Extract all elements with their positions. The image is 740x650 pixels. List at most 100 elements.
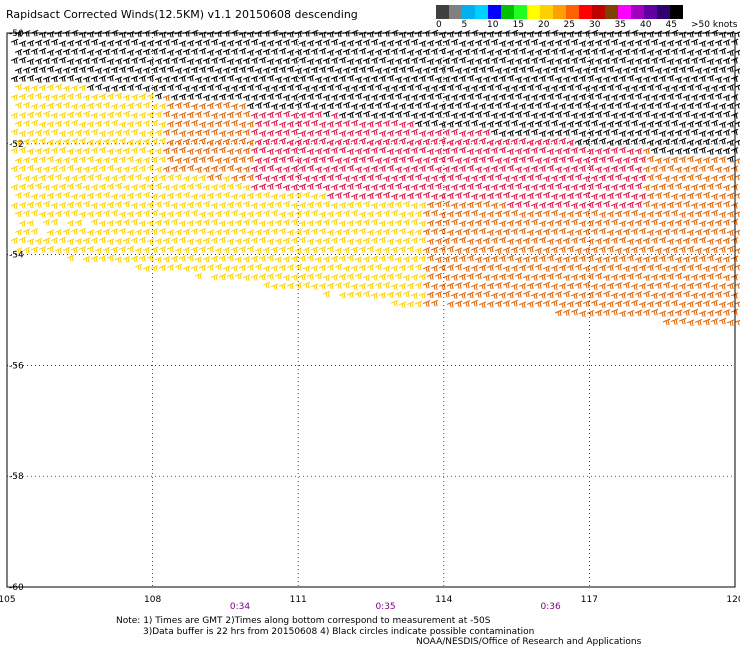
wind-barb: [370, 237, 379, 244]
wind-barb: [626, 183, 635, 190]
wind-barb: [502, 281, 511, 289]
wind-barb: [82, 94, 91, 101]
wind-barb: [218, 273, 227, 281]
wind-barb: [354, 166, 363, 173]
wind-barb: [370, 38, 379, 46]
wind-barb: [50, 112, 59, 119]
wind-barb: [642, 57, 651, 65]
wind-barb: [338, 236, 347, 244]
wind-barb: [531, 309, 538, 315]
wind-barb: [534, 192, 543, 199]
wind-barb: [642, 165, 651, 173]
wind-barb: [510, 246, 519, 254]
wind-barb: [270, 246, 279, 254]
wind-barb: [338, 75, 347, 82]
wind-barb: [690, 292, 699, 299]
wind-barb: [626, 238, 635, 245]
wind-barb: [178, 201, 187, 209]
wind-barb: [614, 263, 623, 271]
wind-barb: [350, 174, 359, 182]
wind-barb: [438, 84, 447, 92]
wind-barb: [362, 75, 371, 83]
wind-barb: [374, 48, 383, 56]
wind-barb: [298, 165, 307, 172]
wind-barb: [422, 281, 431, 289]
scale-swatch: [462, 5, 475, 19]
wind-barb: [398, 121, 407, 128]
wind-barb: [198, 227, 207, 235]
wind-barb: [362, 57, 371, 65]
scale-label: 15: [512, 20, 524, 30]
wind-barb: [574, 173, 583, 181]
wind-barb: [70, 119, 79, 127]
wind-barb: [42, 57, 51, 65]
wind-barb: [558, 264, 567, 272]
wind-barb: [326, 192, 335, 200]
wind-barb: [366, 49, 375, 56]
wind-barb: [530, 38, 539, 46]
wind-barb: [410, 237, 419, 244]
wind-barb: [194, 256, 203, 263]
wind-barb: [718, 282, 727, 290]
wind-barb: [22, 66, 31, 74]
wind-barb: [390, 264, 399, 272]
wind-barb: [62, 191, 71, 199]
wind-barb: [214, 67, 223, 74]
wind-barb: [442, 94, 451, 101]
wind-barb: [230, 138, 239, 145]
wind-barb: [106, 219, 115, 227]
wind-barb: [522, 255, 531, 263]
wind-barb: [410, 255, 419, 263]
wind-barb: [662, 281, 671, 289]
wind-barb: [679, 337, 686, 343]
wind-barb: [690, 308, 699, 316]
wind-barb: [686, 245, 695, 253]
wind-barb: [62, 138, 71, 146]
wind-barb: [547, 310, 554, 316]
wind-barb: [282, 94, 291, 101]
wind-barb: [582, 85, 591, 92]
wind-barb: [474, 237, 483, 245]
wind-barb: [602, 290, 611, 298]
wind-barb: [570, 308, 579, 316]
wind-barb: [622, 156, 631, 164]
wind-barb: [442, 165, 451, 173]
wind-barb: [338, 146, 347, 154]
wind-barb: [394, 219, 403, 227]
wind-barb: [22, 138, 31, 146]
wind-barb: [434, 129, 443, 137]
wind-barb: [314, 111, 323, 118]
wind-barb: [618, 75, 627, 82]
wind-barb: [194, 92, 203, 100]
wind-barb: [190, 264, 199, 272]
wind-barb: [298, 75, 307, 82]
wind-barb: [514, 92, 523, 100]
wind-barb: [526, 120, 535, 128]
wind-barb: [254, 210, 263, 218]
wind-barb: [390, 283, 399, 290]
wind-barb: [342, 30, 351, 37]
wind-barb: [662, 318, 671, 326]
wind-barb: [198, 102, 207, 110]
wind-barb: [314, 129, 323, 137]
wind-barb: [638, 301, 647, 308]
wind-barb: [46, 210, 55, 218]
wind-barb: [106, 111, 115, 119]
wind-barb: [362, 110, 371, 118]
footnotes: Note: 1) Times are GMT 2)Times along bot…: [116, 616, 641, 648]
wind-barb: [110, 103, 119, 110]
wind-barb: [334, 192, 343, 199]
wind-barb: [310, 84, 319, 92]
wind-barb: [146, 238, 155, 245]
wind-barb: [154, 39, 163, 47]
wind-barb: [686, 174, 695, 181]
wind-barb: [702, 265, 711, 272]
wind-barb: [306, 111, 315, 119]
wind-barb: [110, 193, 119, 200]
wind-barb: [430, 84, 439, 92]
wind-barb: [362, 94, 371, 101]
wind-barb: [562, 237, 571, 245]
wind-barb: [578, 111, 587, 119]
wind-barb: [726, 319, 735, 326]
wind-barb: [586, 183, 595, 190]
